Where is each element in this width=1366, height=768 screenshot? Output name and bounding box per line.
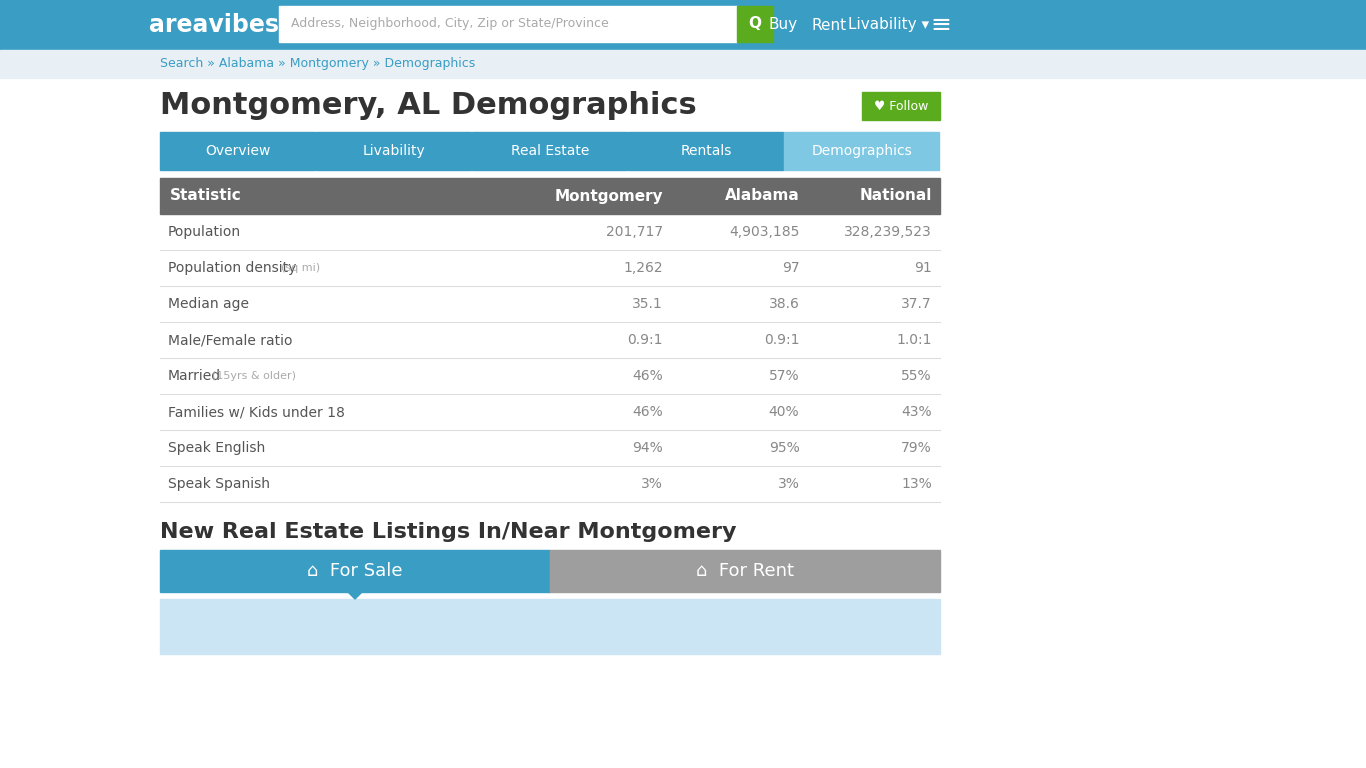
- Text: Population density: Population density: [168, 261, 296, 275]
- Text: (15yrs & older): (15yrs & older): [212, 371, 296, 381]
- Bar: [160, 430, 940, 466]
- Bar: [160, 132, 316, 170]
- Text: Speak Spanish: Speak Spanish: [168, 477, 270, 491]
- Text: 1,262: 1,262: [623, 261, 663, 275]
- Text: ⌂  For Rent: ⌂ For Rent: [697, 562, 794, 580]
- Bar: [738, 6, 773, 42]
- Text: 55%: 55%: [902, 369, 932, 383]
- Text: 91: 91: [914, 261, 932, 275]
- Text: areavibes: areavibes: [149, 13, 279, 37]
- Bar: [160, 358, 940, 394]
- Text: 4,903,185: 4,903,185: [729, 225, 799, 239]
- Bar: [473, 132, 627, 170]
- Bar: [316, 132, 471, 170]
- Text: Population: Population: [168, 225, 242, 239]
- Text: 3%: 3%: [641, 477, 663, 491]
- Text: ♥ Follow: ♥ Follow: [874, 100, 928, 112]
- Bar: [628, 132, 783, 170]
- Text: Overview: Overview: [205, 144, 270, 158]
- Text: 35.1: 35.1: [632, 297, 663, 311]
- Text: New Real Estate Listings In/Near Montgomery: New Real Estate Listings In/Near Montgom…: [160, 522, 736, 542]
- Text: ⌂  For Sale: ⌂ For Sale: [307, 562, 403, 580]
- Bar: [862, 92, 940, 120]
- Bar: [160, 178, 940, 214]
- Text: Alabama: Alabama: [724, 188, 799, 204]
- Text: Families w/ Kids under 18: Families w/ Kids under 18: [168, 405, 344, 419]
- Text: 97: 97: [781, 261, 799, 275]
- Bar: [279, 6, 738, 42]
- Text: Statistic: Statistic: [169, 188, 242, 204]
- Text: 46%: 46%: [632, 369, 663, 383]
- Text: Montgomery, AL Demographics: Montgomery, AL Demographics: [160, 91, 697, 121]
- Text: Search » Alabama » Montgomery » Demographics: Search » Alabama » Montgomery » Demograp…: [160, 58, 475, 71]
- Text: Male/Female ratio: Male/Female ratio: [168, 333, 292, 347]
- Text: Demographics: Demographics: [811, 144, 912, 158]
- Bar: [160, 214, 940, 250]
- Text: National: National: [859, 188, 932, 204]
- Bar: [160, 599, 940, 654]
- Bar: [160, 322, 940, 358]
- Text: 1.0:1: 1.0:1: [896, 333, 932, 347]
- Text: 0.9:1: 0.9:1: [764, 333, 799, 347]
- Bar: [160, 394, 940, 430]
- Text: 201,717: 201,717: [605, 225, 663, 239]
- Text: 328,239,523: 328,239,523: [844, 225, 932, 239]
- Text: ≡: ≡: [930, 13, 951, 37]
- Text: 95%: 95%: [769, 441, 799, 455]
- Text: 43%: 43%: [902, 405, 932, 419]
- Text: Montgomery: Montgomery: [555, 188, 663, 204]
- Text: (sq mi): (sq mi): [281, 263, 321, 273]
- Text: Q: Q: [749, 16, 761, 31]
- Text: 79%: 79%: [902, 441, 932, 455]
- Text: 37.7: 37.7: [902, 297, 932, 311]
- Text: Married: Married: [168, 369, 221, 383]
- Text: Livability: Livability: [362, 144, 425, 158]
- Text: 38.6: 38.6: [769, 297, 799, 311]
- Text: 57%: 57%: [769, 369, 799, 383]
- Bar: [550, 550, 940, 592]
- Bar: [0, 50, 1366, 78]
- Bar: [160, 286, 940, 322]
- Text: 13%: 13%: [902, 477, 932, 491]
- Text: 0.9:1: 0.9:1: [627, 333, 663, 347]
- Text: 40%: 40%: [769, 405, 799, 419]
- Text: Address, Neighborhood, City, Zip or State/Province: Address, Neighborhood, City, Zip or Stat…: [291, 18, 609, 31]
- Text: Speak English: Speak English: [168, 441, 265, 455]
- Bar: [784, 132, 938, 170]
- Text: Buy: Buy: [769, 18, 798, 32]
- Text: 46%: 46%: [632, 405, 663, 419]
- Bar: [0, 0, 1366, 50]
- Text: Livability ▾: Livability ▾: [848, 18, 929, 32]
- Bar: [160, 250, 940, 286]
- Text: Rentals: Rentals: [680, 144, 732, 158]
- Text: 3%: 3%: [777, 477, 799, 491]
- Bar: [160, 466, 940, 502]
- Polygon shape: [348, 592, 362, 599]
- Text: 94%: 94%: [632, 441, 663, 455]
- Bar: [160, 550, 550, 592]
- Text: Real Estate: Real Estate: [511, 144, 589, 158]
- Text: Median age: Median age: [168, 297, 249, 311]
- Text: Rent: Rent: [811, 18, 847, 32]
